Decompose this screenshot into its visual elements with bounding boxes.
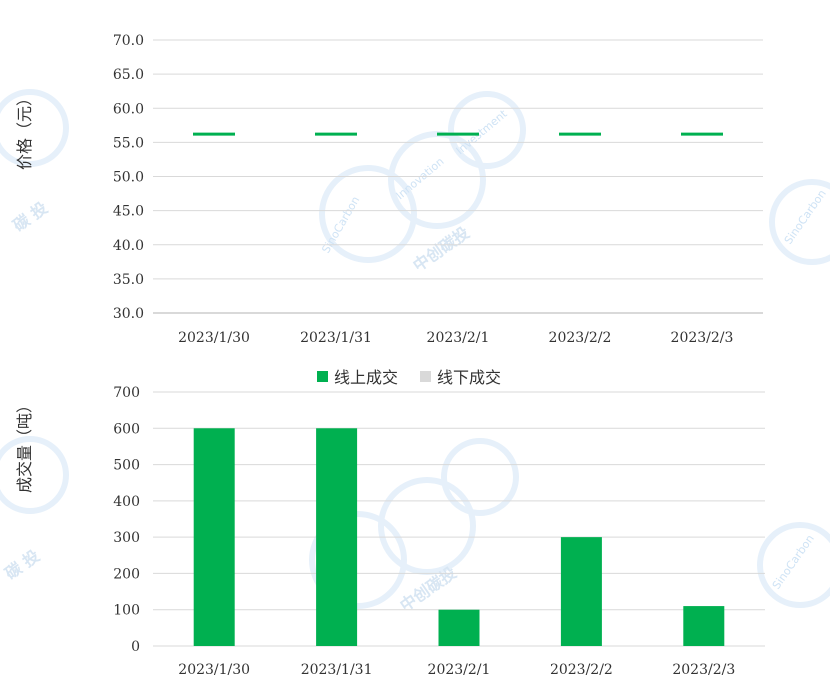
- price-y-tick-labels: 30.0 35.0 40.0 45.0 50.0 55.0 60.0 65.0 70.0: [113, 33, 144, 322]
- price-y-tick-label: 45.0: [113, 204, 144, 220]
- volume-y-tick-label: 200: [113, 566, 140, 582]
- volume-x-tick-labels: 2023/1/30 2023/1/31 2023/2/1 2023/2/2 2023/2…: [178, 662, 735, 678]
- price-gridlines: [153, 39, 763, 314]
- volume-y-tick-label: 300: [113, 530, 140, 546]
- watermark-cn: 中创碳投: [409, 223, 472, 275]
- price-y-axis-label: 价格（元）: [15, 90, 34, 170]
- price-x-tick-labels: 2023/1/30 2023/1/31 2023/2/1 2023/2/2 2023/2…: [178, 330, 733, 346]
- volume-y-tick-label: 0: [131, 639, 140, 655]
- volume-y-tick-label: 500: [113, 458, 140, 474]
- price-y-tick-label: 55.0: [113, 135, 144, 151]
- legend-swatch-offline: [420, 371, 431, 382]
- volume-y-tick-label: 600: [113, 421, 140, 437]
- watermark-en3: Investment: [454, 107, 511, 157]
- volume-y-tick-label: 100: [113, 603, 140, 619]
- price-chart: 30.0 35.0 40.0 45.0 50.0 55.0 60.0 65.0 70.0 202…: [15, 33, 763, 346]
- price-y-tick-label: 30.0: [113, 306, 144, 322]
- price-x-tick-label: 2023/2/3: [671, 330, 734, 346]
- volume-legend: 线上成交 线下成交: [317, 368, 501, 387]
- legend-label-online: 线上成交: [334, 368, 398, 387]
- watermark-en1-right-2: SinoCarbon: [770, 532, 817, 591]
- volume-y-tick-labels: 0 100 200 300 400 500 600 700: [113, 385, 140, 655]
- price-y-tick-label: 50.0: [113, 170, 144, 186]
- volume-y-tick-label: 700: [113, 385, 140, 401]
- volume-x-tick-label: 2023/1/30: [178, 662, 250, 678]
- price-x-tick-label: 2023/1/31: [300, 330, 372, 346]
- legend-label-offline: 线下成交: [437, 368, 501, 387]
- watermark-logo-left: 碳 投 碳 投: [0, 89, 69, 583]
- price-x-tick-label: 2023/1/30: [178, 330, 250, 346]
- legend-swatch-online: [317, 371, 328, 382]
- volume-y-tick-label: 400: [113, 494, 140, 510]
- volume-bars: [193, 428, 725, 646]
- watermark-cn-short: 碳 投: [9, 198, 51, 235]
- volume-y-axis-label: 成交量（吨）: [15, 397, 34, 493]
- price-x-tick-label: 2023/2/2: [549, 330, 612, 346]
- watermark-en1-right: SinoCarbon: [782, 187, 829, 246]
- volume-bar-online: [193, 428, 235, 646]
- watermark-cn-short-2: 碳 投: [1, 546, 43, 583]
- watermark-logo-right: SinoCarbon SinoCarbon: [757, 179, 830, 608]
- watermark-logo-top-center: SinoCarbon Innovation Investment 中创碳投: [319, 91, 526, 275]
- legend-item-online: 线上成交: [317, 368, 398, 387]
- volume-x-tick-label: 2023/2/2: [550, 662, 613, 678]
- price-x-tick-label: 2023/2/1: [427, 330, 490, 346]
- legend-item-offline: 线下成交: [420, 368, 501, 387]
- price-y-tick-label: 60.0: [113, 101, 144, 117]
- volume-x-tick-label: 2023/1/31: [301, 662, 373, 678]
- price-y-tick-label: 35.0: [113, 272, 144, 288]
- volume-bar-online: [683, 606, 725, 646]
- volume-bar-online: [438, 609, 480, 646]
- price-y-tick-label: 40.0: [113, 238, 144, 254]
- volume-bar-online: [560, 537, 602, 646]
- volume-bar-online: [316, 428, 358, 646]
- volume-x-tick-label: 2023/2/3: [672, 662, 735, 678]
- volume-gridlines: [153, 391, 765, 647]
- price-y-tick-label: 65.0: [113, 67, 144, 83]
- price-y-tick-label: 70.0: [113, 33, 144, 49]
- volume-x-tick-label: 2023/2/1: [428, 662, 491, 678]
